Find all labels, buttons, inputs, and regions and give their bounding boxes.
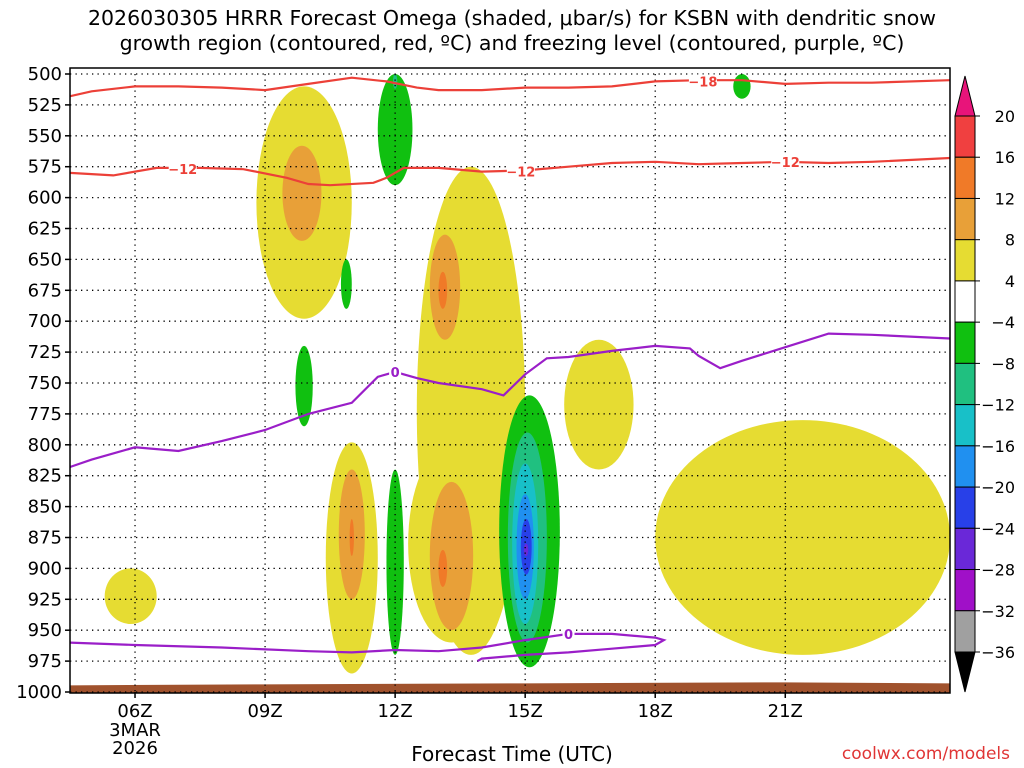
y-tick-label-825: 825	[28, 466, 62, 487]
colorbar-band-11	[954, 569, 976, 612]
x-date-label-line-2: 2026	[112, 738, 158, 759]
y-tick-label-600: 600	[28, 188, 62, 209]
x-tick-label-21Z: 21Z	[768, 701, 803, 722]
chart-title-line-1: 2026030305 HRRR Forecast Omega (shaded, …	[87, 6, 937, 30]
chart-title: 2026030305 HRRR Forecast Omega (shaded, …	[0, 6, 1024, 56]
contour-layer: −18 −12 −12 −12 0 0	[70, 74, 950, 663]
colorbar-band-9	[954, 486, 976, 529]
x-tick-label-15Z: 15Z	[508, 701, 543, 722]
y-tick-label-725: 725	[28, 342, 62, 363]
y-tick-label-1000: 1000	[16, 682, 62, 703]
colorbar-band-0	[954, 115, 976, 158]
omega-cell-pos-d-12	[438, 549, 448, 587]
colorbar-label-6: −8	[991, 354, 1015, 373]
x-date-label-line-1: 3MAR	[109, 720, 161, 741]
omega-cell-neg-e-4	[733, 74, 751, 99]
omega-cell-pos-b-12	[438, 271, 448, 309]
contour-label-bg-3-0	[562, 626, 575, 641]
contour-label-1-2: −12	[771, 156, 800, 171]
colorbar-label-5: −4	[991, 313, 1015, 332]
colorbar-band-5	[954, 321, 976, 364]
colorbar-band-10	[954, 527, 976, 571]
terrain-surface	[70, 682, 950, 693]
y-tick-label-850: 850	[28, 497, 62, 518]
contour-label-bg-1-0	[168, 162, 197, 177]
omega-cell-neg-f-24	[523, 543, 529, 557]
credit-link[interactable]: coolwx.com/models	[841, 744, 1010, 764]
colorbar-label-4: 4	[1005, 272, 1015, 291]
y-axis: 500 525 550 575 600 625 650 675 700 725 750 775 800 8…	[16, 64, 70, 703]
chart-title-line-2: growth region (contoured, red, ºC) and f…	[119, 31, 905, 55]
colorbar-label-8: −16	[981, 437, 1015, 456]
y-tick-label-900: 900	[28, 558, 62, 579]
terrain-layer	[70, 682, 950, 693]
x-tick-label-06Z: 06Z	[117, 701, 152, 722]
omega-cell-pos-d-8	[429, 481, 474, 631]
colorbar-band-6	[954, 362, 976, 406]
contour-label-bg-1-1	[506, 164, 535, 179]
x-tick-label-12Z: 12Z	[377, 701, 412, 722]
colorbar-label-10: −24	[981, 519, 1015, 538]
colorbar-label-2: 12	[995, 189, 1015, 208]
colorbar-label-7: −12	[981, 396, 1015, 415]
y-tick-label-550: 550	[28, 126, 62, 147]
contour-label-0-0: −18	[688, 75, 717, 90]
y-tick-label-950: 950	[28, 620, 62, 641]
colorbar-band-4	[954, 280, 976, 323]
contour-line-0	[70, 76, 950, 98]
colorbar-band-3	[954, 239, 976, 282]
contour-label-bg-2-0	[389, 364, 402, 379]
omega-cell-neg-a-8	[392, 74, 398, 89]
y-tick-label-525: 525	[28, 95, 62, 116]
contour-line-1	[70, 156, 950, 187]
colorbar: 20 16 12 8 4 −4 −8 −12 −16 −20 −24 −28 −32 −36	[954, 75, 1015, 693]
y-tick-label-650: 650	[28, 249, 62, 270]
colorbar-label-13: −36	[981, 643, 1015, 662]
omega-cell-neg-d-4	[386, 469, 404, 655]
y-tick-label-575: 575	[28, 157, 62, 178]
colorbar-band-7	[954, 404, 976, 447]
y-tick-label-675: 675	[28, 280, 62, 301]
contour-label-2-0: 0	[391, 366, 400, 381]
contour-label-1-1: −12	[506, 166, 535, 181]
y-tick-label-925: 925	[28, 589, 62, 610]
colorbar-label-12: −32	[981, 602, 1015, 621]
y-tick-label-875: 875	[28, 528, 62, 549]
contour-label-bg-0-0	[688, 74, 717, 89]
colorbar-label-9: −20	[981, 478, 1015, 497]
x-axis-label: Forecast Time (UTC)	[411, 742, 613, 766]
colorbar-band-1	[954, 156, 976, 199]
colorbar-label-1: 16	[995, 148, 1015, 167]
y-tick-label-800: 800	[28, 435, 62, 456]
omega-cell-pos-g-4	[104, 568, 157, 625]
y-tick-label-700: 700	[28, 311, 62, 332]
x-tick-label-09Z: 09Z	[247, 701, 282, 722]
colorbar-label-3: 8	[1005, 231, 1015, 250]
colorbar-label-0: 20	[995, 107, 1015, 126]
omega-cell-neg-c-4	[340, 259, 352, 309]
colorbar-min-arrow	[954, 651, 976, 693]
contour-label-bg-1-2	[771, 154, 800, 169]
omega-cell-neg-b-4	[295, 345, 313, 427]
y-tick-label-775: 775	[28, 404, 62, 425]
omega-cell-pos-e-4	[564, 339, 634, 470]
colorbar-label-11: −28	[981, 561, 1015, 580]
grid-layer	[70, 73, 950, 693]
contour-label-1-0: −12	[168, 163, 197, 178]
colorbar-band-12	[954, 610, 976, 653]
y-tick-label-750: 750	[28, 373, 62, 394]
colorbar-max-arrow	[954, 75, 976, 117]
y-tick-label-975: 975	[28, 651, 62, 672]
omega-cell-pos-a-8	[282, 145, 322, 241]
contour-line-2	[70, 332, 950, 469]
x-tick-label-18Z: 18Z	[638, 701, 673, 722]
contour-label-3-0: 0	[564, 628, 573, 643]
colorbar-band-8	[954, 445, 976, 488]
y-tick-label-500: 500	[28, 64, 62, 85]
plot-frame	[69, 67, 951, 694]
colorbar-band-2	[954, 197, 976, 241]
y-tick-label-625: 625	[28, 219, 62, 240]
